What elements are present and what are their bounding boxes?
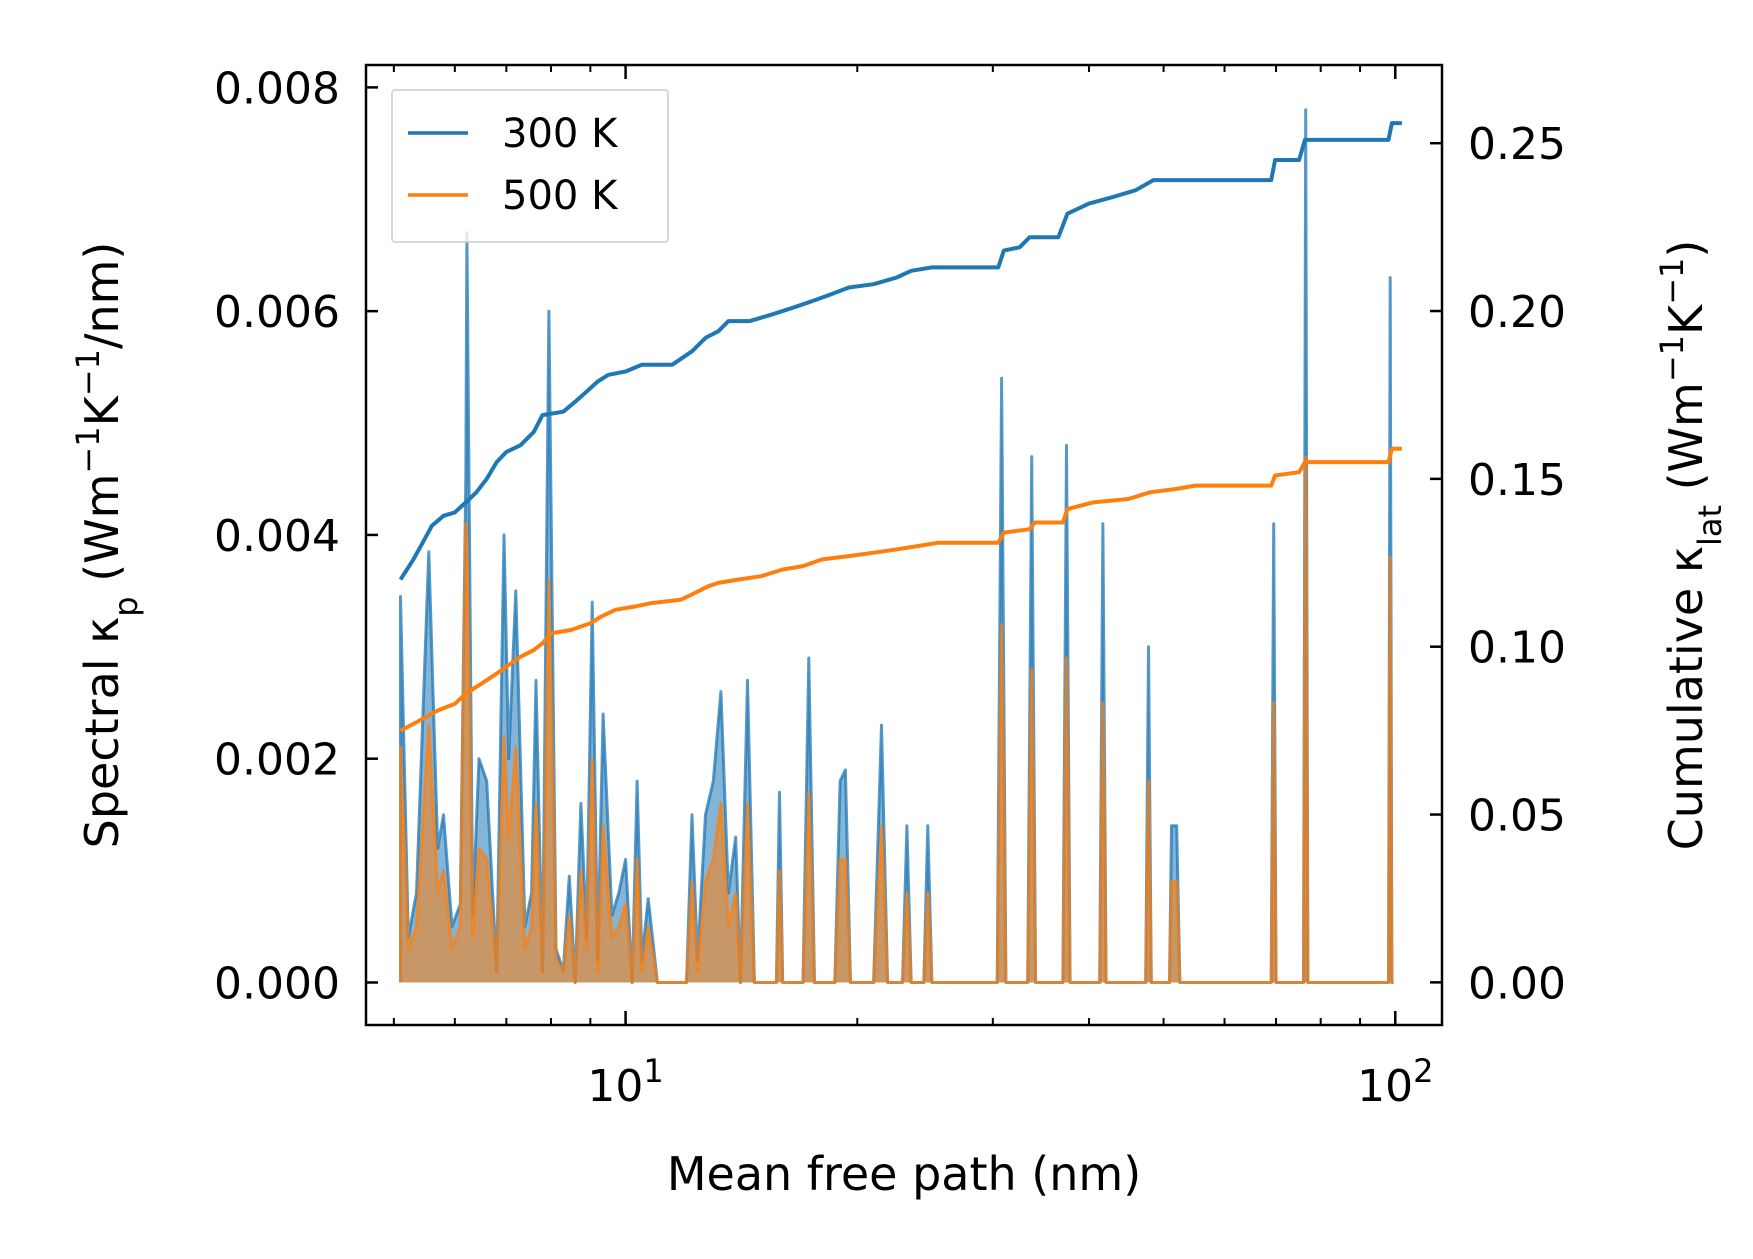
y-right-tick-label: 0.00 [1468, 958, 1566, 1009]
y-right-tick-label: 0.15 [1468, 455, 1566, 506]
x-tick-label: 102 [1357, 1052, 1433, 1112]
cumulative-line-300k [398, 121, 1402, 581]
y-left-tick-label: 0.000 [214, 958, 340, 1009]
series-line-layer [398, 121, 1402, 733]
y-right-main: Cumulative κ [1659, 546, 1713, 850]
y-right-sub: lat [1691, 505, 1729, 546]
plot-frame [364, 63, 1444, 1027]
y-right-tick-label: 0.10 [1468, 623, 1566, 674]
spectral-line-500k [399, 455, 1394, 984]
y-left-tick-label: 0.002 [214, 735, 340, 786]
legend-label-300k: 300 K [502, 111, 619, 157]
y-right-tick-label: 0.20 [1468, 287, 1566, 338]
y-axis-left-label: Spectral κp (Wm−1K−1/nm) [69, 242, 145, 849]
y-left-tick-label: 0.004 [214, 511, 340, 562]
y-right-sup1: −1 [1653, 335, 1691, 382]
y-left-unit-open: (Wm [75, 474, 129, 597]
y-left-sup1: −1 [69, 426, 107, 473]
spectral-fill-layer [399, 108, 1394, 984]
legend-label-500k: 500 K [502, 173, 619, 219]
cumulative-line-500k [399, 446, 1402, 733]
y-left-tick-label: 0.006 [214, 287, 340, 338]
y-right-sup2: −1 [1653, 258, 1691, 305]
y-left-sub: p [107, 596, 145, 616]
y-right-tick-label: 0.25 [1468, 119, 1566, 170]
y-left-main: Spectral κ [75, 617, 129, 849]
y-right-unit-mid: K [1659, 303, 1713, 335]
y-right-unit-close: ) [1659, 240, 1713, 258]
y-right-tick-label: 0.05 [1468, 791, 1566, 842]
tick-layer: 0.000 0.002 0.004 0.006 0.008 0.00 0.05 0.10 0.1… [214, 63, 1566, 1112]
y-left-unit-mid: K [75, 394, 129, 426]
y-left-sup2: −1 [69, 349, 107, 396]
y-right-unit-open: (Wm [1659, 382, 1713, 505]
y-axis-right-label: Cumulative κlat (Wm−1K−1) [1653, 240, 1729, 851]
y-left-tick-label: 0.008 [214, 63, 340, 114]
x-axis-label: Mean free path (nm) [667, 1147, 1141, 1201]
legend: 300 K 500 K [391, 89, 669, 243]
y-left-unit-close: /nm) [75, 242, 129, 349]
legend-box [391, 89, 669, 243]
x-tick-label: 101 [587, 1052, 663, 1112]
spectral-area-500k [400, 456, 1394, 983]
